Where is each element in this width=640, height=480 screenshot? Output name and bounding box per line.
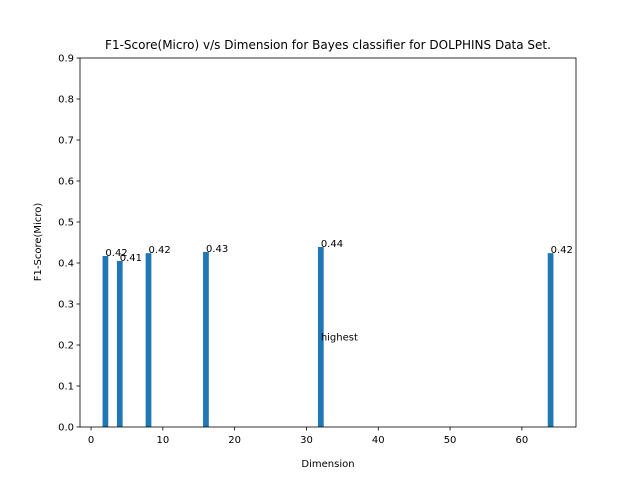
- bar: [317, 247, 324, 427]
- y-tick-label: 0.5: [58, 218, 74, 229]
- x-tick-label: 0: [88, 435, 94, 446]
- y-tick-label: 0.0: [58, 423, 74, 434]
- bar: [547, 253, 554, 427]
- x-axis-label: Dimension: [301, 459, 354, 470]
- annotation: highest: [321, 332, 358, 343]
- y-tick-label: 0.8: [58, 95, 74, 106]
- x-tick-label: 20: [228, 435, 241, 446]
- x-tick-label: 10: [156, 435, 169, 446]
- bar: [102, 256, 109, 427]
- value-label: 0.44: [321, 239, 343, 250]
- x-tick-label: 60: [515, 435, 528, 446]
- bar: [203, 251, 209, 427]
- y-tick-label: 0.4: [58, 259, 74, 270]
- value-label: 0.43: [206, 244, 228, 255]
- chart-title: F1-Score(Micro) v/s Dimension for Bayes …: [105, 38, 551, 52]
- value-label: 0.42: [148, 245, 170, 256]
- y-tick-label: 0.1: [58, 382, 74, 393]
- y-tick-label: 0.9: [58, 54, 74, 65]
- y-tick-label: 0.6: [58, 177, 74, 188]
- y-tick-label: 0.2: [58, 341, 74, 352]
- bar: [116, 260, 123, 427]
- value-label: 0.41: [120, 253, 142, 264]
- y-axis-label: F1-Score(Micro): [33, 203, 44, 282]
- value-label: 0.42: [551, 245, 573, 256]
- x-tick-label: 40: [372, 435, 385, 446]
- bar: [145, 253, 152, 427]
- value-label: 0.42: [105, 248, 127, 259]
- axes-frame: [79, 57, 577, 428]
- plot-area: 0.0 0.1 0.2 0.3 0.4 0.5 0.6 0.7 0.8 0.9 0 10 20 30 40 5…: [58, 54, 573, 447]
- y-tick-label: 0.3: [58, 300, 74, 311]
- y-tick-label: 0.7: [58, 136, 74, 147]
- x-tick-label: 30: [300, 435, 313, 446]
- x-tick-label: 50: [444, 435, 457, 446]
